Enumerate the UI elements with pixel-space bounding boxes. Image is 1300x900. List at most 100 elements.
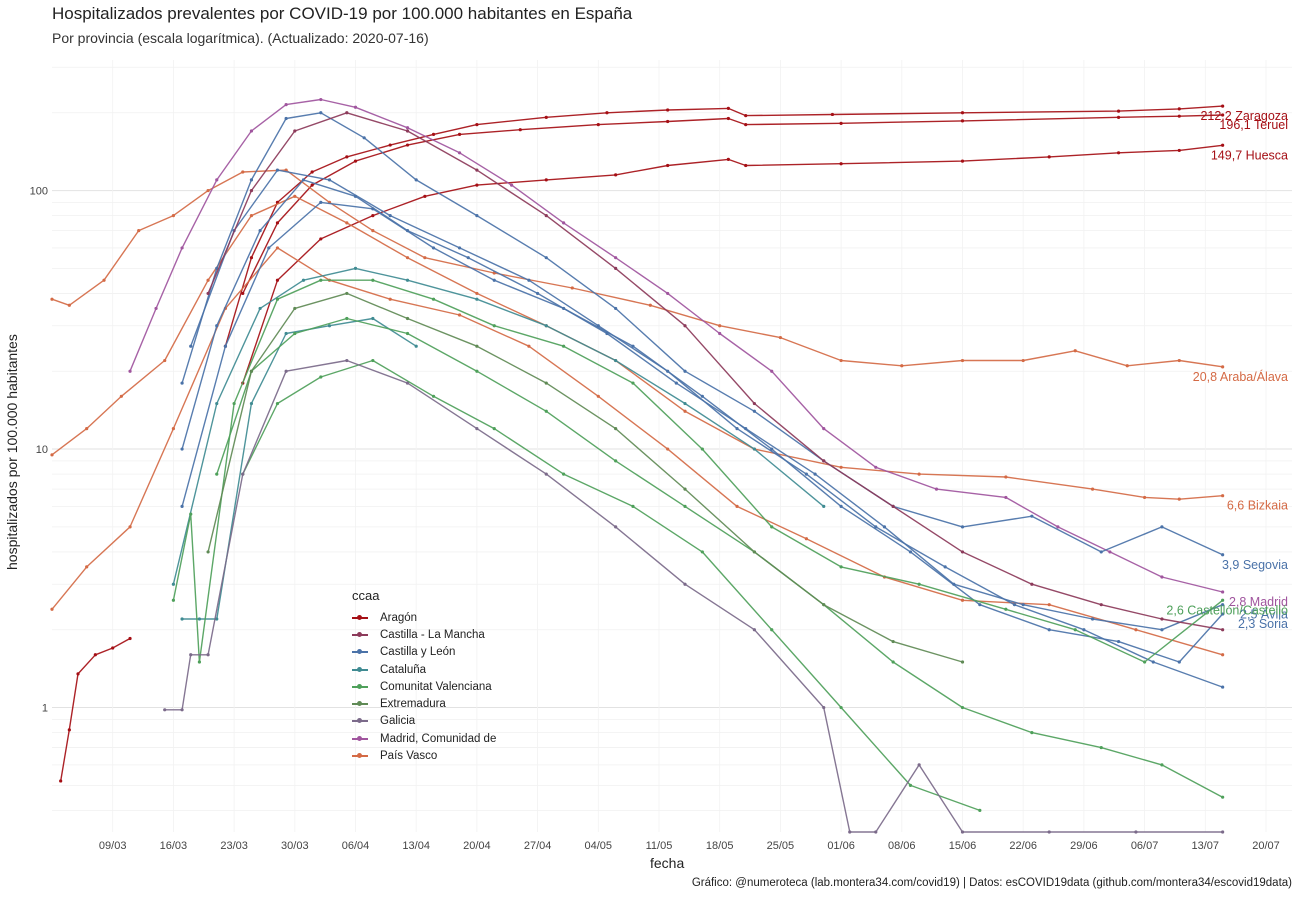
data-point: [1073, 349, 1077, 353]
data-point: [978, 603, 982, 607]
data-point: [1099, 550, 1103, 554]
data-point: [1142, 660, 1147, 664]
y-tick-label: 1: [42, 703, 48, 715]
data-point: [405, 381, 410, 385]
data-point: [345, 221, 349, 225]
data-point: [59, 779, 63, 783]
data-point: [319, 97, 323, 102]
legend-item: Castilla - La Mancha: [352, 626, 496, 643]
series-line-araba-lava: [51, 169, 1223, 368]
legend-swatch: [352, 613, 368, 623]
data-point: [960, 598, 965, 602]
data-point: [839, 162, 843, 166]
data-point: [1030, 730, 1034, 735]
legend-label: Madrid, Comunidad de: [380, 732, 497, 745]
data-point: [527, 278, 531, 282]
data-point: [1090, 487, 1095, 491]
series-end-label: 2,3 Soria: [1238, 617, 1288, 631]
x-tick-label: 30/03: [281, 840, 309, 852]
data-point: [50, 607, 54, 611]
data-point: [362, 136, 366, 140]
data-point: [275, 401, 280, 406]
x-tick-label: 11/05: [646, 840, 673, 852]
legend-swatch: [352, 734, 368, 744]
data-point: [700, 447, 704, 451]
data-point: [171, 214, 175, 218]
data-point: [319, 237, 323, 241]
data-point: [371, 316, 375, 321]
data-point: [770, 447, 774, 451]
data-point: [206, 291, 210, 296]
data-point: [215, 324, 219, 328]
data-point: [206, 550, 210, 554]
data-point: [917, 763, 921, 767]
data-point: [666, 108, 670, 112]
data-point: [1047, 603, 1051, 607]
data-point: [1047, 155, 1051, 159]
data-point: [744, 163, 748, 168]
data-point: [648, 303, 652, 307]
data-point: [960, 525, 965, 529]
data-point: [293, 194, 297, 198]
data-point: [1160, 617, 1164, 621]
data-point: [293, 331, 297, 336]
data-point: [596, 324, 600, 328]
data-point: [1221, 653, 1225, 657]
legend-label: Extremadura: [380, 698, 446, 711]
data-point: [414, 178, 418, 182]
data-point: [1177, 497, 1181, 501]
data-point: [1004, 607, 1008, 611]
data-point: [171, 582, 175, 586]
data-point: [943, 565, 947, 569]
legend-items: Aragón Castilla - La Mancha Castilla y Leó…: [352, 609, 496, 765]
data-point: [111, 646, 115, 650]
data-point: [1221, 143, 1225, 147]
data-point: [752, 447, 756, 451]
data-point: [319, 278, 323, 282]
data-point: [457, 151, 462, 155]
data-point: [544, 115, 548, 119]
data-point: [518, 128, 522, 132]
data-point: [1221, 685, 1225, 689]
data-point: [1090, 617, 1095, 621]
data-point: [596, 122, 600, 127]
data-point: [241, 170, 245, 174]
data-point: [726, 157, 730, 162]
data-point: [562, 306, 566, 311]
data-point: [249, 256, 254, 260]
data-point: [1108, 550, 1112, 554]
data-point: [1047, 830, 1051, 834]
data-point: [405, 256, 410, 260]
x-tick-label: 27/04: [524, 840, 552, 852]
data-point: [1099, 745, 1103, 750]
data-point: [666, 447, 670, 451]
data-point: [752, 550, 756, 554]
data-point: [163, 708, 167, 712]
data-point: [345, 155, 349, 159]
data-point: [85, 565, 89, 569]
data-point: [839, 465, 843, 469]
data-point: [249, 369, 254, 373]
data-point: [102, 278, 106, 282]
data-point: [85, 426, 89, 431]
data-point: [405, 316, 410, 321]
data-point: [822, 603, 826, 607]
data-point: [119, 394, 123, 398]
x-tick-label: 04/05: [585, 840, 613, 852]
data-point: [249, 188, 254, 193]
data-point: [371, 214, 375, 218]
data-point: [301, 178, 306, 182]
data-point: [631, 504, 635, 509]
data-point: [189, 512, 193, 516]
data-point: [1116, 151, 1121, 155]
y-axis-label-wrap: hospitalizados por 100.000 habitantes: [4, 330, 24, 570]
data-point: [683, 369, 687, 373]
data-point: [249, 178, 254, 182]
data-point: [50, 297, 54, 301]
data-point: [770, 369, 774, 373]
data-point: [960, 705, 965, 710]
legend-swatch: [352, 647, 368, 657]
x-tick-label: 13/04: [402, 840, 430, 852]
data-point: [405, 143, 410, 147]
data-point: [744, 114, 748, 118]
